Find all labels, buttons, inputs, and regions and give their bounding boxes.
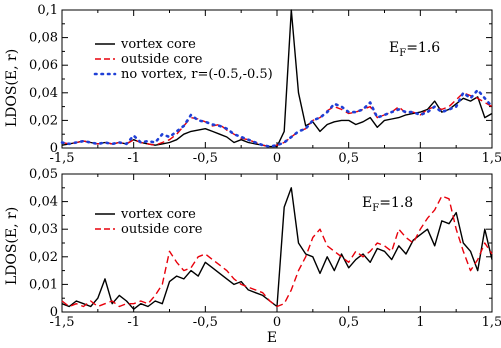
x-tick-label: 1 bbox=[416, 315, 424, 330]
y-axis-label: LDOS(E, r) bbox=[4, 207, 20, 285]
fermi-energy-annotation: EF=1.8 bbox=[362, 195, 413, 214]
top-panel: -1,5 -1 -0,5 0 0,5 1 1,5 0 0,02 0,04 0,06 0,08 0,1 LD… bbox=[4, 3, 501, 166]
x-tick-label: -1 bbox=[127, 151, 140, 166]
x-tick-label: -1,5 bbox=[49, 151, 74, 166]
x-tick-label: 0 bbox=[273, 151, 281, 166]
annotation-main: E bbox=[389, 40, 399, 56]
annotation-value: =1.8 bbox=[379, 195, 413, 211]
series-line-vortex-core bbox=[61, 187, 493, 310]
legend-label: outside core bbox=[121, 52, 203, 67]
x-tick-label: -1 bbox=[127, 315, 140, 330]
series-line-outside-core bbox=[61, 92, 493, 148]
x-tick-label: 1,5 bbox=[482, 315, 501, 330]
x-tick-label: 0,5 bbox=[338, 151, 359, 166]
annotation-value: =1.6 bbox=[406, 40, 440, 56]
series-line-outside-core bbox=[61, 195, 493, 308]
y-tick-label: 0,03 bbox=[29, 222, 58, 237]
plot-frame bbox=[61, 173, 493, 313]
series-line-vortex-core bbox=[61, 9, 493, 148]
legend-label: vortex core bbox=[120, 37, 196, 52]
legend-label: vortex core bbox=[120, 207, 196, 222]
y-tick-label: 0,01 bbox=[29, 277, 58, 292]
y-tick-label: 0 bbox=[50, 141, 58, 156]
y-tick-label: 0 bbox=[50, 305, 58, 320]
y-tick-label: 0,06 bbox=[29, 58, 58, 73]
y-tick-label: 0,02 bbox=[29, 250, 58, 265]
y-tick-label: 0,08 bbox=[29, 31, 58, 46]
x-tick-label: 0 bbox=[273, 315, 281, 330]
x-tick-label: -0,5 bbox=[193, 151, 218, 166]
legend-label: outside core bbox=[121, 222, 203, 237]
annotation-subscript: F bbox=[372, 203, 379, 214]
series-line-no-vortex-r-0-5-0-5 bbox=[60, 88, 494, 148]
x-axis-label: E bbox=[267, 330, 277, 346]
y-axis-label: LDOS(E, r) bbox=[4, 49, 20, 127]
bottom-panel: -1,5 -1 -0,5 0 0,5 1 1,5 0 0,01 0,02 0,03 0,04 0,05 L… bbox=[4, 167, 501, 346]
fermi-energy-annotation: EF=1.6 bbox=[389, 40, 440, 59]
annotation-subscript: F bbox=[399, 48, 406, 59]
y-tick-label: 0,04 bbox=[29, 86, 58, 101]
y-tick-label: 0,1 bbox=[37, 3, 58, 18]
x-tick-label: -1,5 bbox=[49, 315, 74, 330]
y-tick-label: 0,02 bbox=[29, 113, 58, 128]
x-tick-label: 0,5 bbox=[338, 315, 359, 330]
x-tick-label: 1,5 bbox=[482, 151, 501, 166]
y-tick-label: 0,05 bbox=[29, 167, 58, 182]
y-tick-label: 0,04 bbox=[29, 195, 58, 210]
annotation-main: E bbox=[362, 195, 372, 211]
legend-label: no vortex, r=(-0.5,-0.5) bbox=[121, 67, 273, 82]
x-tick-label: 1 bbox=[416, 151, 424, 166]
x-tick-label: -0,5 bbox=[193, 315, 218, 330]
